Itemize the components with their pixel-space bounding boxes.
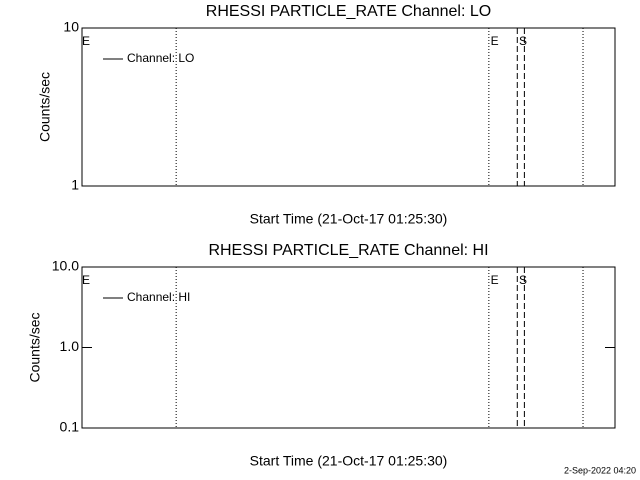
flag-label: S	[519, 34, 527, 48]
y-axis-label: Counts/sec	[27, 312, 43, 382]
y-tick-label: 10	[63, 19, 79, 35]
plot-frame	[81, 27, 616, 187]
chart-title: RHESSI PARTICLE_RATE Channel: LO	[206, 3, 491, 20]
legend-label: Channel: LO	[127, 51, 194, 65]
flag-label: E	[491, 34, 499, 48]
y-tick-label: 0.1	[60, 419, 80, 435]
flag-label: E	[491, 273, 499, 287]
legend-label: Channel: HI	[127, 290, 190, 304]
y-axis-label: Counts/sec	[37, 72, 53, 142]
flag-label: E	[82, 34, 90, 48]
y-tick-label: 1	[71, 177, 79, 193]
x-axis-label: Start Time (21-Oct-17 01:25:30)	[250, 211, 448, 227]
chart-title: RHESSI PARTICLE_RATE Channel: HI	[208, 242, 488, 259]
flag-label: S	[519, 273, 527, 287]
y-tick-label: 10.0	[52, 258, 79, 274]
x-axis-label: Start Time (21-Oct-17 01:25:30)	[250, 453, 448, 469]
y-tick-label: 1.0	[60, 338, 80, 354]
flag-label: E	[82, 273, 90, 287]
footer: 2-Sep-2022 04:20	[564, 465, 636, 475]
